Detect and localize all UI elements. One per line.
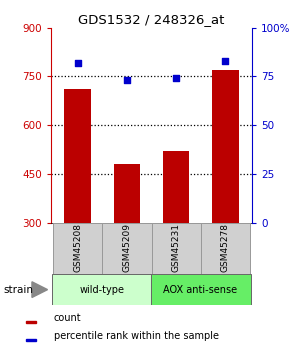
FancyBboxPatch shape [53,223,103,274]
Polygon shape [32,282,47,297]
Text: wild-type: wild-type [80,285,125,295]
Bar [212,70,239,223]
Bar [113,164,140,223]
Title: GDS1532 / 248326_at: GDS1532 / 248326_at [78,13,225,27]
Text: GSM45278: GSM45278 [220,223,230,272]
Bar [26,339,36,341]
FancyBboxPatch shape [103,223,152,274]
FancyBboxPatch shape [152,223,200,274]
Point [223,58,227,63]
Bar [163,151,190,223]
Point [76,60,80,66]
Text: percentile rank within the sample: percentile rank within the sample [54,331,219,341]
Text: strain: strain [3,286,33,295]
FancyBboxPatch shape [151,274,250,305]
Point [124,78,129,83]
Text: AOX anti-sense: AOX anti-sense [164,285,238,295]
Text: GSM45231: GSM45231 [172,223,181,272]
Bar [64,89,92,223]
Point [174,76,178,81]
FancyBboxPatch shape [52,274,152,305]
FancyBboxPatch shape [200,223,250,274]
Text: GSM45208: GSM45208 [74,223,82,272]
Text: GSM45209: GSM45209 [122,223,131,272]
Bar [26,322,36,323]
Text: count: count [54,314,81,323]
